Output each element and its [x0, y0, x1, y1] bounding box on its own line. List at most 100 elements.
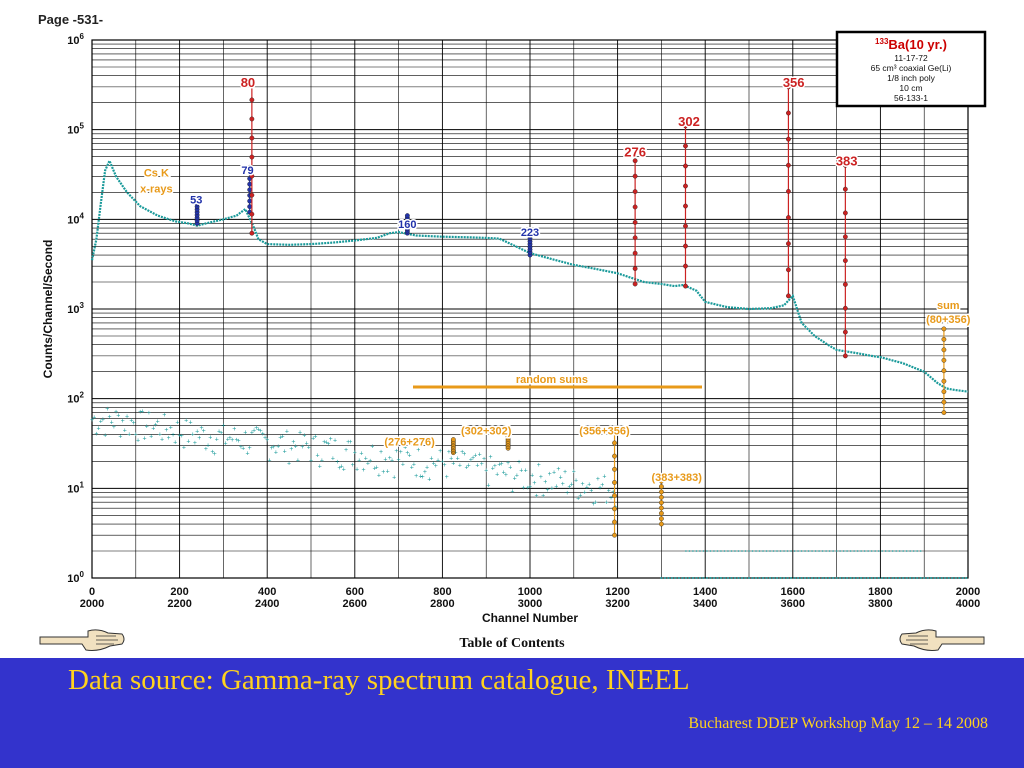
baseline-point: [940, 577, 943, 579]
baseline-point: [776, 577, 779, 579]
peak-point: [450, 437, 456, 442]
scatter-point: +: [486, 482, 490, 489]
scatter-point: +: [156, 419, 160, 426]
peak-point: [505, 431, 511, 437]
baseline-point: [723, 577, 726, 579]
peak-point: [632, 189, 638, 194]
baseline-point: [660, 577, 663, 579]
scatter-point: +: [596, 476, 600, 483]
baseline-point: [779, 550, 782, 552]
scatter-point: +: [331, 456, 335, 463]
baseline-point: [758, 577, 761, 579]
baseline-point: [797, 550, 799, 552]
x-tick-label-bottom: 3800: [868, 598, 892, 610]
scatter-point: +: [563, 469, 567, 476]
baseline-point: [744, 577, 747, 579]
scatter-point: +: [252, 428, 256, 435]
baseline-point: [916, 577, 919, 579]
baseline-point: [895, 550, 897, 552]
scatter-point: +: [607, 488, 611, 495]
scatter-point: +: [519, 467, 523, 474]
peak-point: [612, 480, 617, 485]
scatter-point: +: [482, 456, 486, 463]
baseline-point: [688, 577, 691, 579]
peak-point: [632, 219, 638, 225]
scatter-point: +: [291, 439, 295, 446]
footer-band: [0, 658, 1024, 768]
baseline-point: [818, 550, 820, 552]
baseline-point: [709, 577, 712, 579]
baseline-point: [670, 577, 673, 579]
scatter-point: +: [504, 472, 508, 479]
peak-point: [659, 521, 664, 527]
peak-point: [249, 192, 255, 198]
scatter-point: +: [401, 461, 405, 468]
peak-label: x-rays: [140, 183, 172, 195]
peak-label: 302: [678, 114, 700, 129]
scatter-point: +: [270, 445, 274, 452]
baseline-point: [723, 550, 726, 552]
scatter-point: +: [403, 445, 407, 452]
scatter-point: +: [464, 464, 468, 471]
baseline-point: [765, 550, 768, 552]
peak-label: (276+276): [384, 437, 435, 449]
baseline-point: [884, 550, 887, 552]
baseline-point: [705, 577, 708, 579]
scatter-point: +: [182, 445, 186, 452]
scatter-point: +: [524, 468, 528, 475]
scatter-point: +: [611, 489, 615, 496]
peak-label: (383+383): [651, 472, 702, 484]
scatter-point: +: [535, 493, 539, 500]
scatter-point: +: [427, 477, 431, 484]
info-box: 133Ba(10 yr.) 11-17-72 65 cm³ coaxial Ge…: [835, 30, 987, 108]
baseline-point: [800, 577, 803, 579]
baseline-point: [762, 550, 764, 552]
scatter-point: +: [153, 422, 157, 429]
peak-point: [612, 506, 617, 512]
spectrum-chart: Page -531- 100 101 102 103 104 105 106 0 2000 20…: [38, 12, 987, 625]
y-tick-label: 106: [67, 32, 84, 47]
scatter-point: +: [581, 481, 585, 488]
scatter-point: +: [436, 458, 440, 465]
baseline-point: [905, 577, 908, 579]
baseline-point: [702, 550, 705, 552]
baseline-point: [790, 550, 792, 552]
baseline-point: [863, 577, 866, 579]
peak-point: [659, 510, 664, 516]
next-page-hand-icon[interactable]: [896, 622, 988, 656]
peak-point: [249, 78, 255, 84]
scatter-point: +: [294, 444, 298, 451]
peak-point: [659, 494, 664, 500]
previous-page-hand-icon[interactable]: [36, 622, 128, 656]
scatter-point: +: [508, 464, 512, 471]
scatter-point: +: [329, 436, 333, 443]
peak-point: [786, 110, 791, 116]
scatter-point: +: [167, 435, 171, 442]
peak-point: [612, 466, 617, 472]
scatter-point: +: [164, 427, 168, 434]
baseline-point: [814, 550, 817, 552]
peak-point: [659, 500, 664, 506]
peak-point: [249, 230, 255, 236]
scatter-point: +: [116, 413, 120, 420]
scatter-point: +: [94, 431, 98, 438]
x-tick-label-bottom: 3200: [605, 598, 629, 610]
baseline-point: [828, 550, 831, 552]
baseline-point: [853, 577, 856, 579]
baseline-point: [769, 550, 771, 552]
peak-point: [842, 353, 848, 359]
baseline-point: [860, 550, 862, 552]
scatter-point: +: [298, 429, 302, 436]
x-tick-label-top: 1400: [693, 586, 717, 598]
peak-point: [632, 158, 638, 164]
scatter-point: +: [552, 470, 556, 477]
table-of-contents-link[interactable]: Table of Contents: [459, 636, 565, 651]
scatter-point: +: [554, 483, 558, 490]
baseline-point: [888, 577, 891, 579]
scatter-point: +: [311, 436, 315, 443]
scatter-point: +: [471, 455, 475, 462]
scatter-point: +: [213, 451, 217, 458]
baseline-point: [895, 577, 898, 579]
y-tick-labels: 100 101 102 103 104 105 106: [67, 32, 84, 585]
